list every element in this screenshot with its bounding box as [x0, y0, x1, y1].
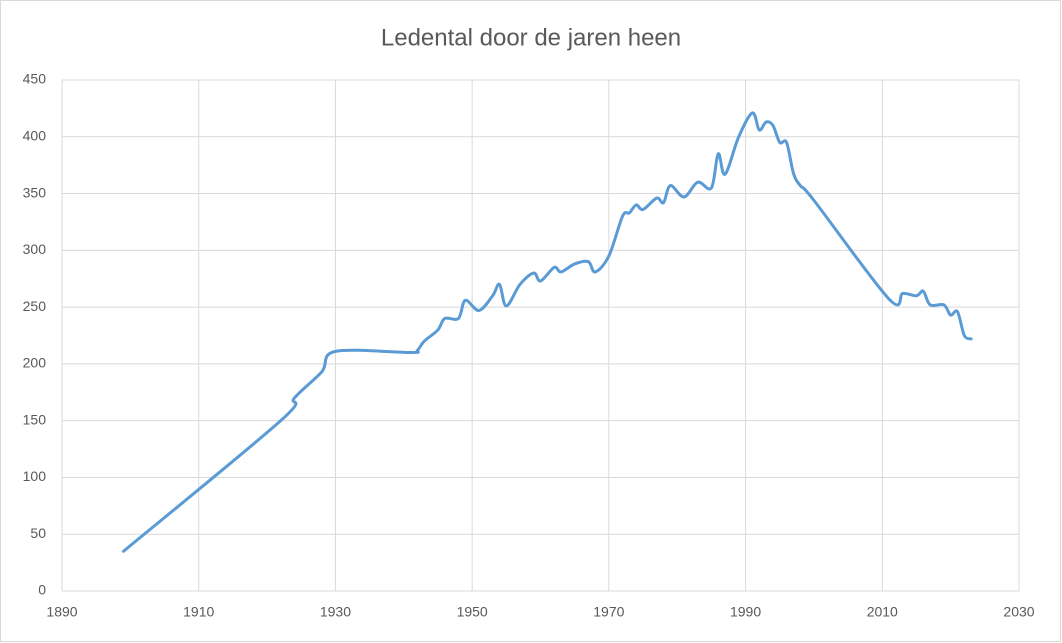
x-tick-label: 1890: [46, 604, 77, 620]
chart-title: Ledental door de jaren heen: [381, 24, 681, 51]
y-tick-label: 400: [23, 127, 47, 143]
y-tick-label: 250: [23, 298, 47, 314]
y-tick-label: 350: [23, 184, 47, 200]
x-tick-label: 2010: [867, 604, 898, 620]
x-tick-label: 1970: [593, 604, 624, 620]
y-tick-label: 150: [23, 411, 47, 427]
y-tick-label: 450: [23, 71, 47, 87]
y-tick-label: 0: [38, 582, 46, 598]
data-line: [122, 111, 973, 553]
x-tick-label: 2030: [1003, 604, 1034, 620]
x-tick-label: 1930: [320, 604, 351, 620]
x-tick-label: 1910: [183, 604, 214, 620]
y-tick-label: 300: [23, 241, 47, 257]
x-tick-label: 1990: [730, 604, 761, 620]
y-tick-label: 100: [23, 468, 47, 484]
x-tick-label: 1950: [457, 604, 488, 620]
y-tick-label: 200: [23, 355, 47, 371]
y-tick-label: 50: [30, 525, 46, 541]
